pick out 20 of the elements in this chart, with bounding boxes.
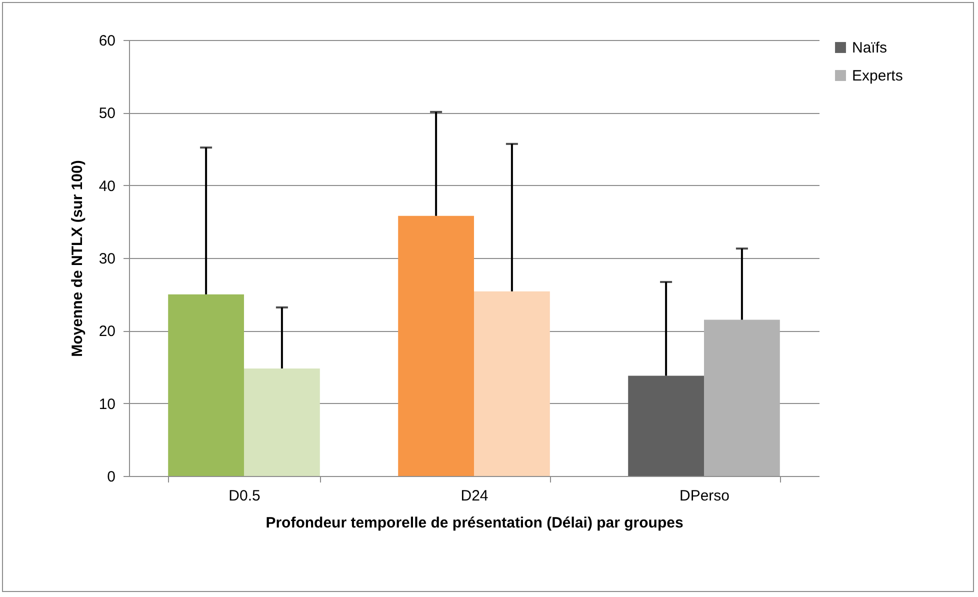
bar <box>474 291 550 476</box>
x-tick-label: D0.5 <box>228 488 260 504</box>
y-tick-label: 30 <box>98 250 116 268</box>
bar <box>704 320 780 476</box>
bar <box>244 368 320 476</box>
bar <box>168 294 244 476</box>
y-tick-label: 20 <box>98 323 116 340</box>
y-tick-label: 60 <box>98 32 116 50</box>
x-tick-label: DPerso <box>679 488 730 504</box>
y-tick-label: 50 <box>98 105 116 122</box>
y-tick-label: 0 <box>107 468 116 486</box>
bar <box>628 376 704 476</box>
legend-label: Experts <box>852 68 903 84</box>
x-tick-label: D24 <box>460 488 488 504</box>
x-axis-title: Profondeur temporelle de présentation (Délai) par groupes <box>266 514 684 532</box>
y-tick-label: 10 <box>98 396 116 413</box>
y-tick-label: 40 <box>98 178 116 195</box>
bar <box>398 216 474 476</box>
legend-label: Naïfs <box>852 40 888 56</box>
y-axis-title: Moyenne de NTLX (sur 100) <box>68 160 86 357</box>
